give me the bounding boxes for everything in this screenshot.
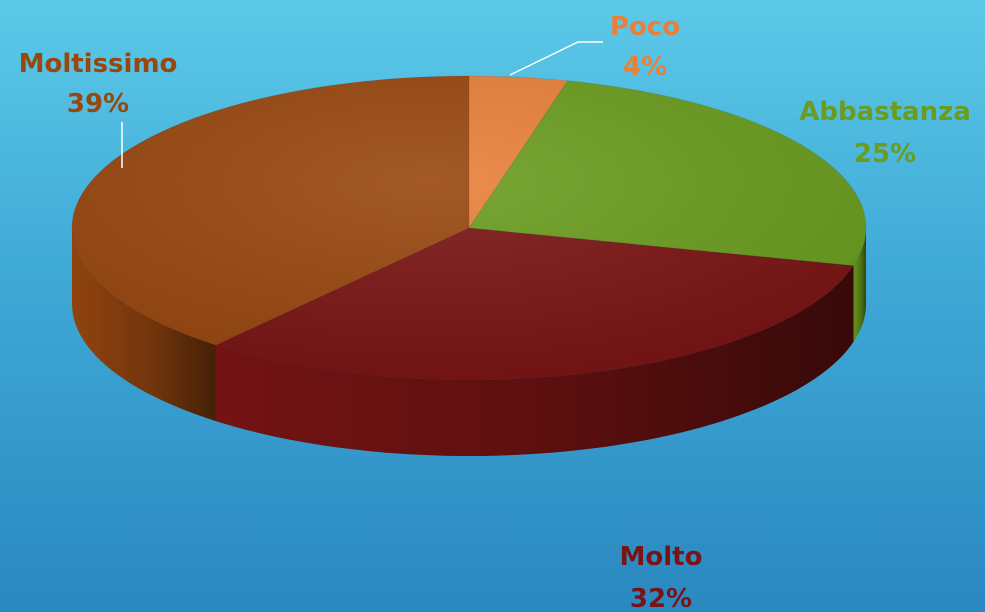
pie-labels: Poco 4% Abbastanza 25% Molto 32% Moltissimo 39% bbox=[19, 12, 971, 612]
slice-value-abbastanza: 25% bbox=[854, 139, 916, 169]
pie-side-shade-moltissimo bbox=[72, 228, 216, 422]
slice-label-molto: Molto bbox=[620, 542, 703, 572]
slice-label-poco: Poco bbox=[610, 12, 680, 42]
pie-side-shade-abbastanza bbox=[853, 228, 866, 342]
slice-value-poco: 4% bbox=[623, 52, 667, 82]
slice-label-moltissimo: Moltissimo bbox=[19, 49, 178, 79]
slice-label-abbastanza: Abbastanza bbox=[799, 97, 971, 127]
pie-top-shine bbox=[72, 76, 866, 380]
pie-side-shade-molto bbox=[215, 265, 854, 456]
pie-sides bbox=[72, 228, 866, 456]
pie-tops bbox=[71, 75, 867, 381]
leader-line-poco bbox=[509, 41, 603, 76]
slice-value-molto: 32% bbox=[630, 584, 692, 612]
slice-value-moltissimo: 39% bbox=[67, 89, 129, 119]
